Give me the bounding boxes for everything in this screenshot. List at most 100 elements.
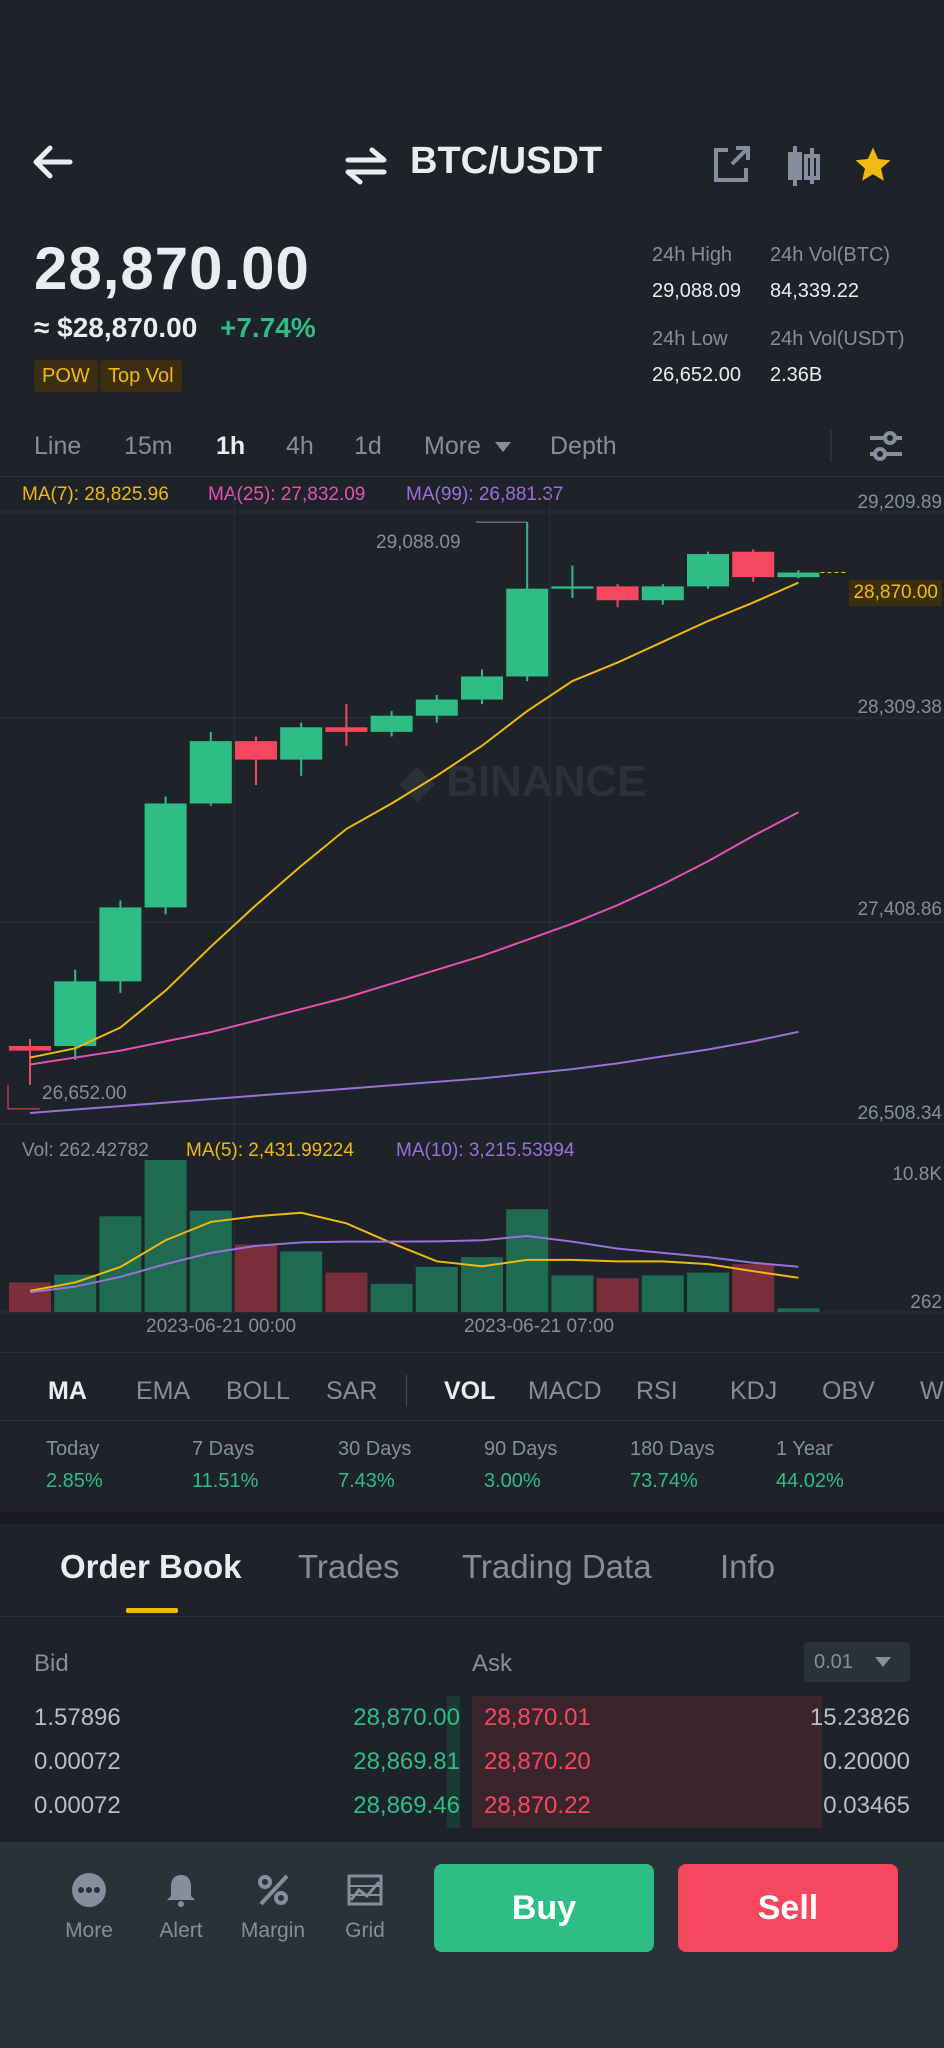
interval-tabs: Line 15m 1h 4h 1d More Depth bbox=[0, 420, 944, 472]
tab-trades[interactable]: Trades bbox=[298, 1548, 400, 1585]
tab-more[interactable]: More bbox=[424, 432, 512, 461]
tab-more-label: More bbox=[424, 432, 481, 460]
margin-button[interactable]: Margin bbox=[238, 1872, 308, 1943]
precision-value: 0.01 bbox=[814, 1651, 853, 1673]
ask-depth-bar bbox=[472, 1696, 823, 1740]
alert-label: Alert bbox=[159, 1919, 203, 1942]
tab-1h[interactable]: 1h bbox=[216, 432, 246, 460]
chart-mode-button[interactable] bbox=[784, 144, 824, 188]
precision-select[interactable]: 0.01 bbox=[804, 1642, 910, 1682]
last-price: 28,870.00 bbox=[34, 235, 310, 302]
back-button[interactable] bbox=[30, 144, 74, 180]
volume-axis-label: 10.8K bbox=[892, 1164, 942, 1185]
tab-trading-data[interactable]: Trading Data bbox=[462, 1548, 652, 1585]
swap-pair-button[interactable] bbox=[344, 146, 388, 186]
perf-label: 30 Days bbox=[338, 1438, 412, 1460]
order-book-row[interactable]: 0.00072 28,869.46 28,870.22 0.03465 bbox=[0, 1784, 944, 1832]
sliders-icon bbox=[870, 431, 902, 461]
bid-qty: 0.00072 bbox=[34, 1792, 121, 1819]
indicator-obv[interactable]: OBV bbox=[822, 1377, 875, 1405]
tab-15m[interactable]: 15m bbox=[124, 432, 173, 460]
divider bbox=[406, 1375, 407, 1407]
bid-header: Bid bbox=[34, 1650, 69, 1677]
candlestick-icon bbox=[788, 146, 820, 186]
tab-order-book[interactable]: Order Book bbox=[60, 1548, 242, 1585]
favorite-button[interactable] bbox=[852, 144, 894, 186]
grid-button[interactable]: Grid bbox=[330, 1872, 400, 1943]
candle-body bbox=[596, 586, 639, 601]
order-book-row[interactable]: 0.00072 28,869.81 28,870.20 0.20000 bbox=[0, 1740, 944, 1788]
tab-info[interactable]: Info bbox=[720, 1548, 776, 1585]
perf-label: 180 Days bbox=[630, 1438, 715, 1460]
caret-down-icon bbox=[875, 1657, 891, 1667]
price-axis-label: 27,408.86 bbox=[857, 899, 942, 920]
volume-ma5-line bbox=[29, 1211, 799, 1292]
volume-bar bbox=[687, 1272, 729, 1312]
volume-ma10-line bbox=[29, 1234, 799, 1294]
indicator-w[interactable]: W bbox=[920, 1377, 944, 1405]
volume-bar bbox=[144, 1160, 187, 1312]
price-axis-label: 26,508.34 bbox=[857, 1103, 942, 1124]
tag-top-vol[interactable]: Top Vol bbox=[100, 360, 182, 392]
divider bbox=[0, 1616, 944, 1617]
pair-title[interactable]: BTC/USDT bbox=[410, 140, 603, 182]
alert-button[interactable]: Alert bbox=[146, 1872, 216, 1943]
vol-ma5-legend: MA(5): 2,431.99224 bbox=[186, 1140, 354, 1161]
bid-price: 28,870.00 bbox=[353, 1704, 460, 1731]
margin-label: Margin bbox=[240, 1919, 306, 1942]
sell-button[interactable]: Sell bbox=[678, 1864, 898, 1952]
ma99-line bbox=[29, 1030, 799, 1114]
chart-settings-button[interactable] bbox=[868, 428, 904, 464]
price-change: +7.74% bbox=[220, 312, 316, 343]
indicator-tabs: MA EMA BOLL SAR VOL MACD RSI KDJ OBV W bbox=[0, 1352, 944, 1423]
star-icon bbox=[855, 147, 891, 181]
candle-body bbox=[280, 727, 323, 760]
ask-depth-bar bbox=[472, 1784, 823, 1828]
indicator-sar[interactable]: SAR bbox=[326, 1377, 378, 1405]
perf-value: 44.02% bbox=[776, 1470, 844, 1492]
volume-bar bbox=[415, 1266, 458, 1312]
time-label: 2023-06-21 00:00 bbox=[146, 1316, 297, 1337]
ma7-legend: MA(7): 28,825.96 bbox=[22, 484, 169, 505]
indicator-boll[interactable]: BOLL bbox=[226, 1377, 290, 1405]
indicator-kdj[interactable]: KDJ bbox=[730, 1377, 778, 1405]
candle-body bbox=[641, 586, 684, 601]
indicator-rsi[interactable]: RSI bbox=[636, 1377, 678, 1405]
tab-depth[interactable]: Depth bbox=[550, 432, 617, 460]
more-icon bbox=[72, 1873, 106, 1907]
bid-depth-bar bbox=[446, 1784, 460, 1828]
divider bbox=[0, 476, 944, 477]
tag-pow[interactable]: POW bbox=[34, 360, 98, 392]
candle-body bbox=[506, 588, 549, 677]
candle-body bbox=[325, 727, 368, 732]
volume-bar bbox=[189, 1210, 232, 1312]
indicator-ema[interactable]: EMA bbox=[136, 1377, 191, 1405]
order-book-row[interactable]: 1.57896 28,870.00 28,870.01 15.23826 bbox=[0, 1696, 944, 1744]
buy-button[interactable]: Buy bbox=[434, 1864, 654, 1952]
perf-value: 3.00% bbox=[484, 1470, 541, 1492]
indicator-macd[interactable]: MACD bbox=[528, 1377, 602, 1405]
indicator-vol[interactable]: VOL bbox=[444, 1377, 496, 1405]
volume-bar bbox=[280, 1251, 323, 1312]
candle-body bbox=[551, 586, 594, 589]
ma99-legend: MA(99): 26,881.37 bbox=[406, 484, 564, 505]
bottom-action-bar: More Alert Margin Grid Buy Sell bbox=[0, 1842, 944, 2048]
vol-ma10-legend: MA(10): 3,215.53994 bbox=[396, 1140, 575, 1161]
divider bbox=[0, 1420, 944, 1421]
order-book-section: Order Book Trades Trading Data Info Bid … bbox=[0, 1524, 944, 1842]
tab-line[interactable]: Line bbox=[34, 432, 82, 460]
stat-value: 26,652.00 bbox=[652, 364, 741, 386]
svg-text:◆ BINANCE: ◆ BINANCE bbox=[399, 757, 647, 806]
volume-bar bbox=[641, 1275, 684, 1312]
more-button[interactable]: More bbox=[54, 1872, 124, 1943]
bid-depth-bar bbox=[446, 1696, 460, 1740]
perf-value: 7.43% bbox=[338, 1470, 395, 1492]
tab-4h[interactable]: 4h bbox=[286, 432, 314, 460]
price-chart[interactable]: ◆ BINANCE bbox=[0, 490, 944, 1330]
bell-icon bbox=[167, 1875, 195, 1907]
tab-1d[interactable]: 1d bbox=[354, 432, 382, 460]
candle-body bbox=[9, 1046, 51, 1051]
share-button[interactable] bbox=[712, 144, 752, 184]
indicator-ma[interactable]: MA bbox=[48, 1377, 87, 1405]
volume-bar bbox=[370, 1283, 413, 1312]
